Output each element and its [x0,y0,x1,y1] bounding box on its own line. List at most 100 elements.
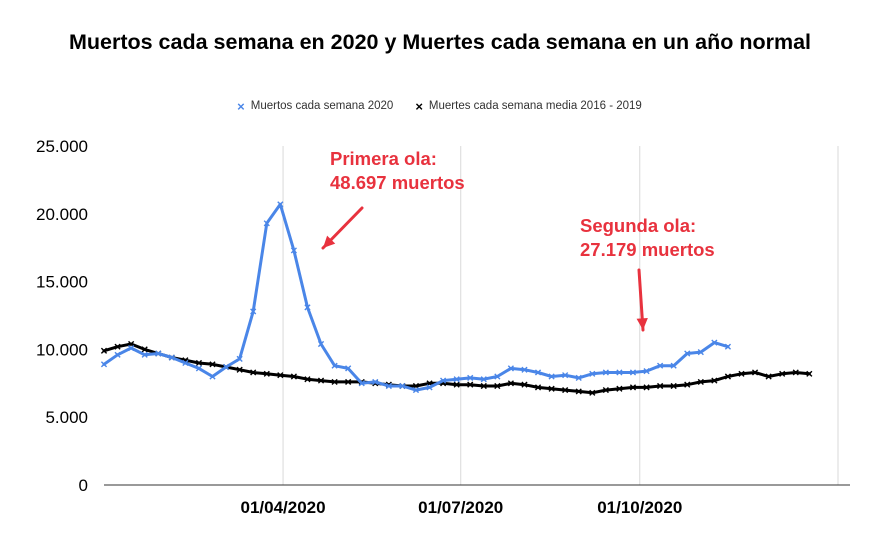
legend-label-2020: Muertos cada semana 2020 [250,100,394,112]
data-point-2020 [290,247,297,254]
data-point-2020 [412,386,420,394]
data-point-average [331,378,338,386]
data-point-2020 [358,380,365,387]
data-point-2020 [263,220,270,227]
legend-item-average: × Muertes cada semana media 2016 - 2019 [415,98,641,114]
data-point-average [779,370,786,377]
y-tick-label: 0 [79,476,88,495]
data-point-2020 [494,373,501,380]
data-point-2020 [439,377,447,384]
data-point-average [643,384,650,391]
data-point-2020 [453,376,460,383]
data-point-2020 [128,344,135,352]
data-point-2020 [141,351,148,358]
data-point-2020 [534,369,542,376]
data-point-2020 [467,374,474,381]
data-point-average [467,381,474,388]
data-point-2020 [684,350,691,357]
data-point-2020 [575,374,582,381]
legend-marker-2020: × [237,98,245,114]
data-point-average [751,369,759,376]
data-point-2020 [724,343,732,350]
y-tick-label: 5.000 [45,408,88,427]
chart-legend: × Muertos cada semana 2020 × Muertes cad… [0,98,879,114]
data-point-average [589,389,596,396]
data-point-average [277,372,284,379]
data-point-average [141,346,148,353]
y-tick-label: 20.000 [36,205,88,224]
data-point-2020 [277,201,284,208]
y-tick-label: 10.000 [36,340,88,359]
x-tick-label: 01/07/2020 [418,498,503,517]
data-point-average [562,386,569,394]
data-point-2020 [182,359,189,367]
data-point-2020 [114,351,121,358]
data-point-average [263,370,270,377]
annotation-segunda-ola: Segunda ola: 27.179 muertos [580,215,715,260]
data-point-average [236,366,243,373]
data-point-2020 [507,365,515,372]
chart-title: Muertos cada semana en 2020 y Muertes ca… [68,30,812,54]
data-point-average [304,376,311,383]
data-point-average [494,382,501,390]
data-point-average [100,347,108,354]
data-point-2020 [100,361,108,368]
data-point-average [711,377,718,384]
data-point-2020 [209,373,216,380]
data-point-2020 [711,339,718,346]
data-point-average [317,377,325,384]
data-point-average [792,369,799,376]
data-point-average [453,381,460,388]
data-point-2020 [385,382,392,390]
data-point-average [765,373,772,380]
data-point-average [684,381,691,388]
data-point-2020 [331,362,338,369]
data-point-2020 [602,369,609,376]
data-point-2020 [168,354,175,361]
data-point-average [575,388,582,395]
y-tick-label: 15.000 [36,273,88,292]
data-point-average [480,382,487,390]
annotation-primera-ola: Primera ola: 48.697 muertos [330,148,465,193]
data-point-2020 [222,363,230,371]
data-point-2020 [236,355,243,362]
annotation-arrow-primera-head [323,235,336,248]
data-point-average [616,385,623,392]
data-point-2020 [195,365,203,372]
data-point-2020 [372,378,379,386]
data-point-2020 [304,304,311,311]
data-point-2020 [155,350,162,357]
data-point-average [738,370,745,377]
data-point-average [724,373,732,380]
data-point-average [548,385,555,392]
data-point-average [345,378,352,386]
x-tick-label: 01/04/2020 [240,498,325,517]
data-point-average [521,381,528,388]
data-point-2020 [616,369,623,376]
data-point-average [806,370,813,377]
annotation-arrow-segunda-head [636,317,648,330]
data-point-average [602,386,609,394]
data-point-average [195,359,203,367]
data-point-average [209,361,216,368]
data-point-2020 [521,366,528,373]
data-point-average [657,382,664,390]
legend-marker-average: × [415,98,423,114]
data-point-average [114,343,121,350]
data-point-average [534,384,542,391]
data-point-average [629,384,637,391]
data-point-2020 [589,370,596,377]
data-point-2020 [643,368,650,375]
data-point-2020 [670,362,677,369]
data-point-2020 [399,382,406,390]
data-point-2020 [426,384,433,391]
data-point-average [250,369,257,376]
data-point-average [697,378,704,386]
data-point-2020 [345,365,352,372]
legend-item-2020: × Muertos cada semana 2020 [237,98,394,114]
data-point-2020 [657,362,664,369]
data-point-2020 [562,372,569,379]
data-point-average [670,382,677,390]
data-point-average [507,380,515,387]
